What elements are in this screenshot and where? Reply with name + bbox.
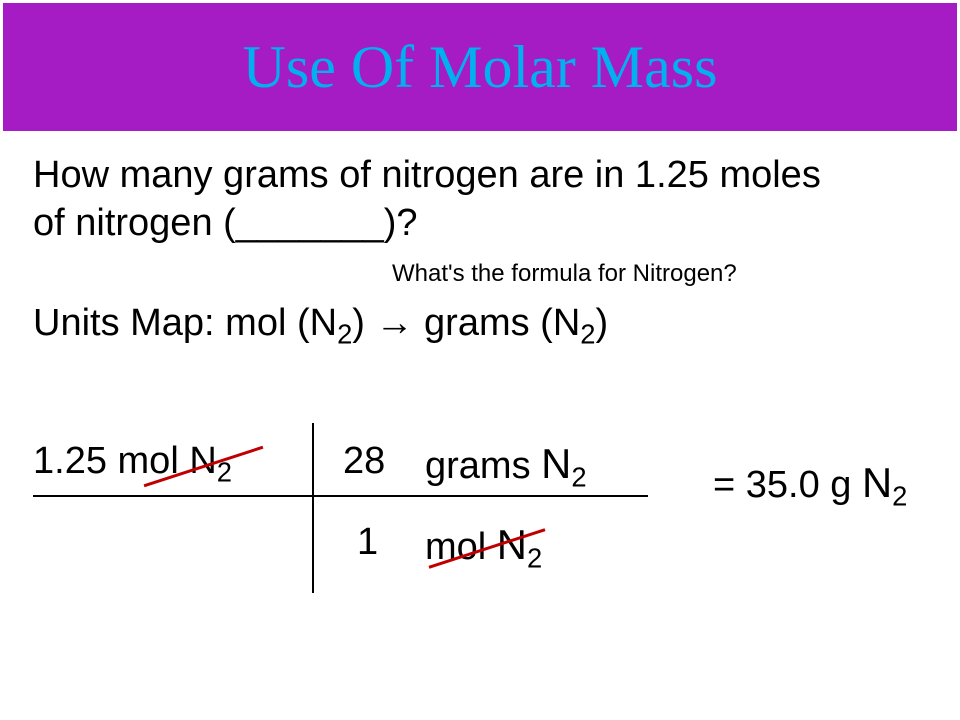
question-line1: How many grams of nitrogen are in 1.25 m… — [33, 154, 821, 196]
result: = 35.0 g N2 — [713, 459, 907, 507]
denominator-unit: mol N2 — [425, 521, 542, 569]
denominator-sub: 2 — [527, 543, 542, 574]
question-text: How many grams of nitrogen are in 1.25 m… — [33, 152, 933, 247]
numerator-N: N — [541, 440, 571, 487]
units-map-arrow: ) → grams (N — [352, 302, 580, 344]
question-line2-prefix: of nitrogen ( — [33, 202, 236, 244]
numerator-sub: 2 — [571, 462, 586, 493]
given-unit-sub: 2 — [217, 457, 232, 488]
numerator-value: 28 — [343, 440, 385, 483]
numerator-unit-prefix: grams — [425, 445, 541, 487]
hint-text: What's the formula for Nitrogen? — [392, 260, 737, 288]
given-quantity: 1.25 mol N2 — [33, 440, 232, 483]
question-line2-suffix: )? — [384, 202, 418, 244]
units-map-sub1: 2 — [337, 319, 352, 350]
units-map-sub2: 2 — [580, 319, 595, 350]
calculation-area: 1.25 mol N2 28 grams N2 1 mol N2 = 35.0 … — [33, 415, 933, 655]
denominator-unit-prefix: mol — [425, 526, 497, 568]
title-bar: Use Of Molar Mass — [3, 3, 957, 131]
units-map-suffix: ) — [596, 302, 609, 344]
result-N: N — [862, 459, 892, 506]
units-map: Units Map: mol (N2) → grams (N2) — [33, 302, 608, 345]
denominator-value: 1 — [357, 521, 378, 564]
units-map-prefix: Units Map: mol (N — [33, 302, 337, 344]
conversion-horizontal-line — [33, 495, 648, 497]
result-prefix: = 35.0 g — [713, 464, 862, 506]
conversion-vertical-line — [312, 423, 314, 593]
given-value: 1.25 — [33, 440, 107, 482]
slide: Use Of Molar Mass How many grams of nitr… — [0, 0, 960, 720]
denominator-N: N — [497, 521, 527, 568]
result-sub: 2 — [892, 481, 907, 512]
numerator-unit: grams N2 — [425, 440, 587, 488]
slide-title: Use Of Molar Mass — [243, 33, 718, 102]
question-blank: _______ — [236, 202, 384, 244]
given-unit-prefix: mol N — [107, 440, 217, 482]
